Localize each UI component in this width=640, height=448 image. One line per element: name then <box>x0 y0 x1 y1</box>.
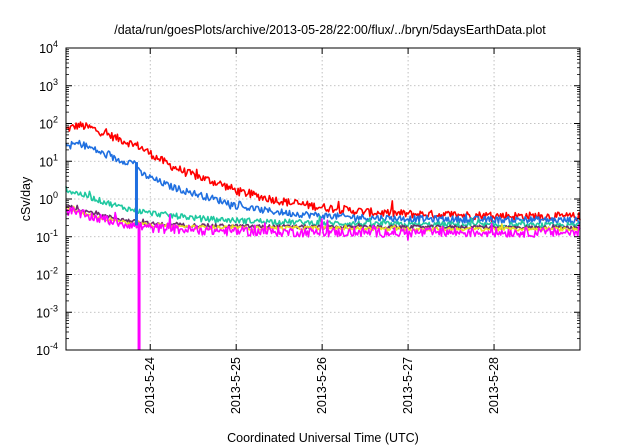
y-tick-label: 10-1 <box>36 228 58 245</box>
y-tick-label: 103 <box>39 77 58 94</box>
x-tick-label: 2013-5-26 <box>315 357 329 414</box>
series-line-5 <box>65 206 581 241</box>
ticks: 10-4 10-3 10-2 10-1 100 101 102 103 104 2013-5-24… <box>36 39 580 414</box>
y-axis-label: cSv/day <box>19 176 33 221</box>
series-layer <box>65 121 581 350</box>
x-tick-label: 2013-5-25 <box>229 357 243 414</box>
y-tick-label: 10-4 <box>36 341 58 358</box>
chart-title: /data/run/goesPlots/archive/2013-05-28/2… <box>114 23 546 37</box>
y-tick-label: 102 <box>39 115 58 132</box>
y-tick-label: 10-3 <box>36 303 58 320</box>
x-tick-label: 2013-5-28 <box>487 357 501 414</box>
series-line-0 <box>65 121 581 223</box>
y-tick-label: 101 <box>39 152 58 169</box>
series-line-1 <box>65 139 581 225</box>
x-tick-label: 2013-5-24 <box>143 357 157 414</box>
x-tick-label: 2013-5-27 <box>401 357 415 414</box>
x-axis-label: Coordinated Universal Time (UTC) <box>227 431 419 445</box>
y-tick-label: 100 <box>39 190 58 207</box>
grid <box>66 48 580 350</box>
y-tick-label: 104 <box>39 39 58 56</box>
y-tick-label: 10-2 <box>36 266 58 283</box>
